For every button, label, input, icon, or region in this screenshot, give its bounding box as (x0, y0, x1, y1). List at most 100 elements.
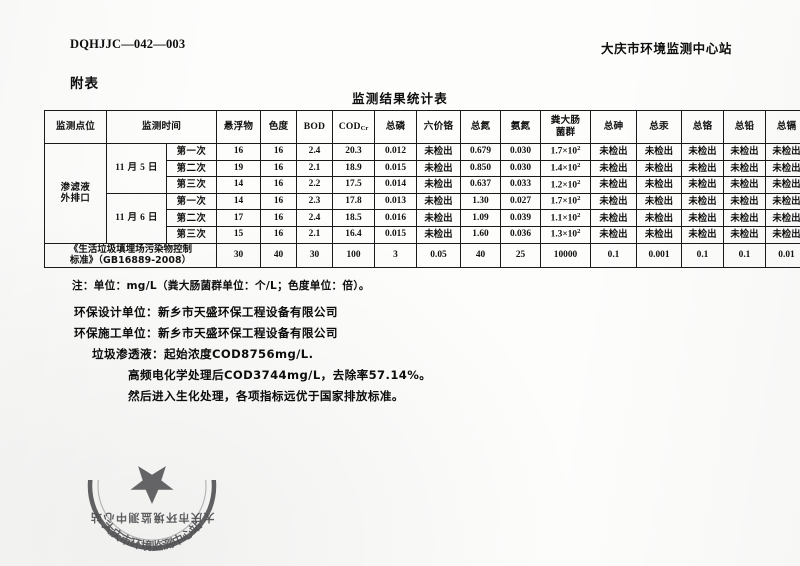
table-row-standard: 《生活垃圾填埋场污染物控制 标准》（GB16889-2008） 30 40 30 … (44, 242, 800, 269)
cell-chroma: 16 (260, 225, 297, 244)
cell-coliform: 1.1×102 (540, 209, 591, 227)
cell-chroma: 16 (260, 176, 297, 194)
col-header-fecal-coliform: 粪大肠 菌群 (540, 110, 591, 144)
cell-cd: 未检出 (765, 192, 800, 211)
cell-chroma: 16 (260, 143, 297, 161)
cell-nh3n: 0.033 (500, 176, 541, 194)
cell-cr6: 未检出 (416, 192, 461, 211)
table-row: 渗滤液 外排口 11 月 5 日 第一次 16 16 2.4 20.3 0.012… (44, 143, 800, 244)
cell-standard-cr6: 0.05 (416, 242, 461, 269)
cell-cr6: 未检出 (416, 209, 461, 227)
cell-standard-tp: 3 (374, 242, 417, 269)
cell-hg: 未检出 (636, 192, 682, 211)
table-body: 渗滤液 外排口 11 月 5 日 第一次 16 16 2.4 20.3 0.012… (44, 143, 800, 269)
col-header-time: 监测时间 (106, 110, 217, 144)
paragraph-design-unit: 环保设计单位：新乡市天盛环保工程设备有限公司 (74, 305, 338, 319)
cell-bod: 2.1 (296, 159, 333, 178)
cell-standard-hg: 0.001 (636, 242, 682, 269)
cell-sequence: 第二次 (166, 209, 217, 227)
cell-tp: 0.015 (374, 159, 417, 178)
cell-chroma: 16 (260, 159, 297, 178)
col-header-total-lead: 总铅 (723, 110, 766, 144)
col-header-total-cadmium: 总镉 (765, 110, 800, 144)
cell-standard-bod: 30 (296, 242, 333, 269)
cell-date: 11 月 6 日 (106, 192, 167, 244)
cell-tp: 0.016 (374, 209, 417, 227)
cell-coliform: 1.3×102 (540, 225, 591, 244)
attachment-label: 附表 (70, 76, 99, 92)
cell-standard-coliform: 10000 (540, 242, 591, 269)
cell-tn: 0.637 (460, 176, 501, 194)
cell-standard-as: 0.1 (590, 242, 637, 269)
cell-cr: 未检出 (681, 176, 724, 194)
cell-chroma: 16 (260, 192, 297, 211)
cell-sequence: 第三次 (166, 225, 217, 244)
cell-cd: 未检出 (765, 176, 800, 194)
cell-tn: 0.679 (460, 143, 501, 161)
cell-standard-cd: 0.01 (765, 242, 800, 269)
cell-tp: 0.014 (374, 176, 417, 194)
col-header-total-nitrogen: 总氮 (460, 110, 501, 144)
cell-coliform: 1.7×102 (540, 192, 591, 211)
table-row: 第三次 15 16 2.1 16.4 0.015 未检出 1.60 0.036 … (45, 225, 800, 244)
cell-as: 未检出 (590, 143, 637, 161)
cell-bod: 2.2 (296, 176, 333, 194)
cell-hg: 未检出 (636, 159, 682, 178)
cell-sequence: 第一次 (166, 192, 217, 211)
cell-cr6: 未检出 (416, 143, 461, 161)
col-header-total-mercury: 总汞 (636, 110, 682, 144)
col-header-suspended-solids: 悬浮物 (216, 110, 261, 144)
cell-cod: 18.9 (332, 159, 375, 178)
cell-cr: 未检出 (681, 209, 724, 227)
cell-standard-chroma: 40 (260, 242, 297, 269)
paragraph-construction-unit: 环保施工单位：新乡市天盛环保工程设备有限公司 (74, 326, 338, 340)
cell-as: 未检出 (590, 159, 637, 178)
col-header-cod: CODCr (332, 110, 375, 144)
col-header-site: 监测点位 (44, 110, 107, 144)
cell-cod: 17.8 (332, 192, 375, 211)
cell-ss: 17 (216, 209, 261, 227)
cell-cr6: 未检出 (416, 225, 461, 244)
cell-sequence: 第三次 (166, 176, 217, 194)
cell-coliform: 1.2×102 (540, 176, 591, 194)
cell-date: 11 月 5 日 (106, 143, 167, 194)
cell-pb: 未检出 (723, 225, 766, 244)
cell-standard-ss: 30 (216, 242, 261, 269)
col-header-chroma: 色度 (260, 110, 297, 144)
col-header-hexavalent-chromium: 六价铬 (416, 110, 461, 144)
table-row: 11 月 6 日 第一次 14 16 2.3 17.8 0.013 未检出 1.… (45, 192, 800, 244)
cell-pb: 未检出 (723, 159, 766, 178)
cell-ss: 14 (216, 192, 261, 211)
monitoring-results-table: 监测点位 监测时间 悬浮物 色度 BOD CODCr 总磷 六价铬 总氮 氨氮 … (44, 110, 800, 269)
cell-bod: 2.4 (296, 209, 333, 227)
col-header-ammonia-nitrogen: 氨氮 (500, 110, 541, 144)
cell-hg: 未检出 (636, 209, 682, 227)
cell-cr6: 未检出 (416, 176, 461, 194)
cell-ss: 15 (216, 225, 261, 244)
cell-cd: 未检出 (765, 225, 800, 244)
col-header-total-phosphorus: 总磷 (374, 110, 417, 144)
cell-cr: 未检出 (681, 143, 724, 161)
cell-as: 未检出 (590, 225, 637, 244)
paragraph-leachate-initial: 垃圾渗透液：起始浓度COD8756mg/L. (92, 347, 314, 361)
cell-cod: 18.5 (332, 209, 375, 227)
cell-as: 未检出 (590, 209, 637, 227)
issuing-organization: 大庆市环境监测中心站 (600, 41, 732, 56)
cell-as: 未检出 (590, 176, 637, 194)
cell-hg: 未检出 (636, 176, 682, 194)
cell-standard-cod: 100 (332, 242, 375, 269)
cell-tn: 0.850 (460, 159, 501, 178)
paragraph-treatment-result: 高频电化学处理后COD3744mg/L，去除率57.14%。 (128, 368, 432, 382)
cell-tn: 1.30 (460, 192, 501, 211)
cell-ss: 19 (216, 159, 261, 178)
cell-standard-label: 《生活垃圾填埋场污染物控制 标准》（GB16889-2008） (44, 242, 217, 269)
cell-cd: 未检出 (765, 143, 800, 161)
col-header-total-arsenic: 总砷 (590, 110, 637, 144)
document-code: DQHJJC—042—003 (70, 37, 186, 51)
cell-tp: 0.015 (374, 225, 417, 244)
table-note: 注：单位：mg/L（粪大肠菌群单位：个/L；色度单位：倍）。 (72, 280, 370, 292)
cell-tn: 1.09 (460, 209, 501, 227)
official-seal-icon: 大庆市环境监测中心站 大庆市环境监测中心站 (87, 466, 217, 553)
cell-pb: 未检出 (723, 143, 766, 161)
